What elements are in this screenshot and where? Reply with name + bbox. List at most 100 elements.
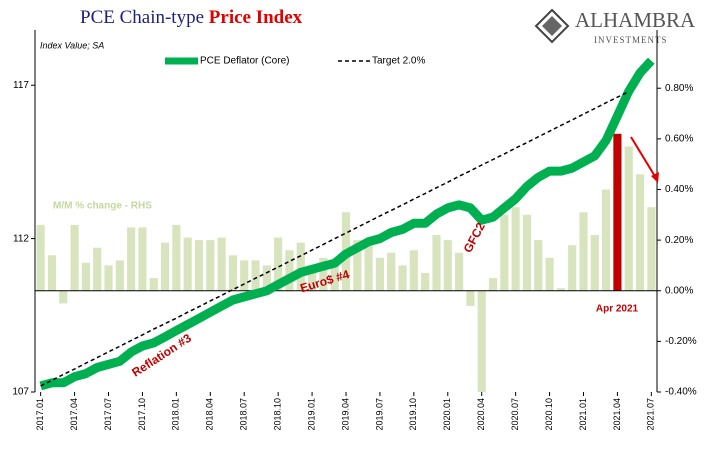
x-tick-label: 2017.04 xyxy=(69,398,79,431)
plot: 107 112 117 -0.40% -0.20% 0.00% 0.20% 0.40% 0.60… xyxy=(12,30,697,431)
bar xyxy=(353,240,362,291)
arrow xyxy=(630,136,657,179)
bar xyxy=(432,235,441,291)
bar xyxy=(466,290,475,306)
y-tick-label: 112 xyxy=(13,233,29,244)
brand-sub: INVESTMENTS xyxy=(594,35,668,45)
bar xyxy=(274,237,283,291)
bar xyxy=(500,214,509,291)
bar xyxy=(488,278,498,291)
annotation: Apr 2021 xyxy=(596,304,639,315)
bar xyxy=(375,257,384,291)
bar xyxy=(398,265,407,291)
bar xyxy=(70,224,79,291)
bar xyxy=(194,240,204,291)
y2-tick-label: 0.80% xyxy=(665,83,693,94)
x-tick-label: 2020.04 xyxy=(476,398,486,431)
y-tick-label: 117 xyxy=(13,80,29,91)
bar xyxy=(364,240,373,291)
bar xyxy=(172,224,181,291)
logo-inner xyxy=(542,16,562,36)
bar xyxy=(443,240,452,291)
bar xyxy=(624,146,633,291)
x-tick-label: 2021.07 xyxy=(646,398,656,431)
bar xyxy=(647,207,656,291)
y2-tick-label: -0.40% xyxy=(665,387,697,398)
x-tick-label: 2020.10 xyxy=(544,398,554,431)
bar xyxy=(568,245,577,291)
x-tick-label: 2018.07 xyxy=(239,398,249,431)
subtitle: Index Value; SA xyxy=(40,40,104,50)
bar xyxy=(296,242,305,291)
legend-label: Target 2.0% xyxy=(372,56,425,67)
x-tick-label: 2019.04 xyxy=(340,398,350,431)
bar xyxy=(545,257,554,291)
bar xyxy=(421,273,430,291)
bar xyxy=(228,255,237,291)
x-tick-label: 2017.01 xyxy=(35,398,45,431)
title-main: PCE Chain-type xyxy=(80,7,204,28)
x-tick-label: 2020.01 xyxy=(442,398,452,431)
chart-title: PCE Chain-type Price Index xyxy=(80,7,303,28)
bar xyxy=(93,247,102,291)
bar xyxy=(285,250,294,291)
bar xyxy=(534,240,543,291)
bar xyxy=(635,174,645,291)
bar xyxy=(127,227,136,291)
y2-tick-label: 0.60% xyxy=(665,133,693,144)
bar xyxy=(308,265,317,291)
bar xyxy=(104,265,113,291)
x-tick-label: 2021.01 xyxy=(578,398,588,431)
x-tick-label: 2019.01 xyxy=(306,398,316,431)
bar xyxy=(206,240,215,291)
annotation: GFC2 xyxy=(461,220,489,255)
bar xyxy=(330,260,339,291)
arrow-head xyxy=(651,172,659,183)
x-tick-label: 2018.10 xyxy=(273,398,283,431)
bar xyxy=(183,237,192,291)
bar xyxy=(81,262,90,291)
bar xyxy=(590,235,599,291)
bar xyxy=(477,290,486,392)
bar xyxy=(217,237,226,291)
bar xyxy=(319,257,328,291)
brand: ALHAMBRA xyxy=(575,8,696,32)
title-emphasis: Price Index xyxy=(209,7,303,28)
logo: ALHAMBRA INVESTMENTS xyxy=(534,8,696,45)
bar xyxy=(115,260,124,291)
x-tick-label: 2017.10 xyxy=(137,398,147,431)
bar xyxy=(522,214,532,291)
bar xyxy=(36,224,45,291)
bar xyxy=(262,265,271,291)
y2-tick-label: -0.20% xyxy=(665,336,697,347)
bar xyxy=(251,260,260,291)
x-tick-label: 2020.07 xyxy=(510,398,520,431)
bar xyxy=(455,252,464,291)
y2-tick-label: 0.00% xyxy=(665,285,693,296)
bar xyxy=(47,255,57,291)
x-tick-label: 2018.04 xyxy=(205,398,215,431)
bar xyxy=(409,250,418,291)
x-tick-label: 2021.04 xyxy=(612,398,622,431)
y-tick-label: 107 xyxy=(12,387,29,398)
target-line xyxy=(40,91,630,387)
y2-tick-label: 0.20% xyxy=(665,235,693,246)
bar xyxy=(149,278,158,291)
legend-label: PCE Deflator (Core) xyxy=(200,56,289,67)
line xyxy=(39,57,655,391)
x-tick-label: 2017.07 xyxy=(103,398,113,431)
bar xyxy=(602,189,611,291)
bar xyxy=(240,260,249,291)
bar xyxy=(59,290,68,304)
bar xyxy=(613,133,622,291)
logo-diamond xyxy=(534,8,570,44)
bar xyxy=(511,207,520,291)
bar xyxy=(160,242,170,291)
bar xyxy=(556,288,565,291)
x-tick-label: 2019.07 xyxy=(374,398,384,431)
legend-label: M/M % change - RHS xyxy=(53,201,152,212)
x-tick-label: 2018.01 xyxy=(171,398,181,431)
bar xyxy=(579,212,588,291)
bar xyxy=(387,252,396,291)
y2-tick-label: 0.40% xyxy=(665,184,693,195)
